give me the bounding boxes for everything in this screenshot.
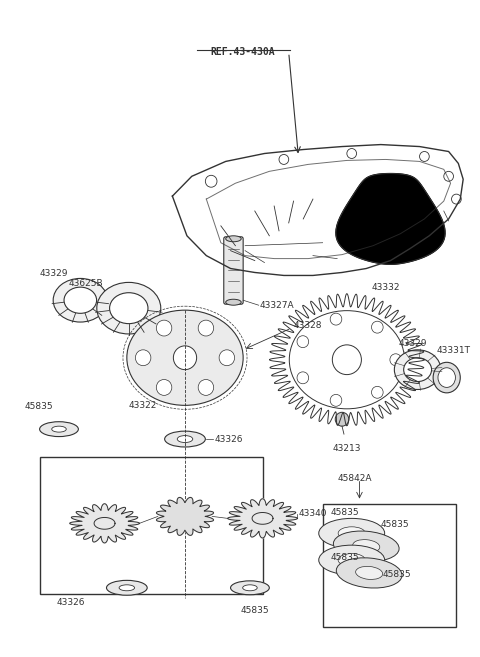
Ellipse shape xyxy=(226,236,241,242)
Ellipse shape xyxy=(433,362,460,393)
Circle shape xyxy=(198,380,214,396)
Text: 45835: 45835 xyxy=(330,509,359,518)
Polygon shape xyxy=(228,499,298,538)
Text: 45835: 45835 xyxy=(240,606,269,615)
Text: 43322: 43322 xyxy=(129,401,157,411)
Text: 43326: 43326 xyxy=(214,434,242,443)
Ellipse shape xyxy=(97,283,161,334)
Polygon shape xyxy=(336,173,445,264)
Text: 43625B: 43625B xyxy=(69,279,103,288)
Circle shape xyxy=(372,386,383,398)
Bar xyxy=(323,503,456,627)
Ellipse shape xyxy=(127,310,243,405)
Text: 43329: 43329 xyxy=(40,269,68,279)
Ellipse shape xyxy=(177,436,193,443)
Text: 45835: 45835 xyxy=(383,570,411,579)
Ellipse shape xyxy=(336,558,402,588)
Ellipse shape xyxy=(64,287,96,313)
Ellipse shape xyxy=(404,358,432,382)
Ellipse shape xyxy=(230,581,269,595)
Ellipse shape xyxy=(338,527,365,539)
Ellipse shape xyxy=(319,545,384,575)
Ellipse shape xyxy=(334,531,399,561)
Ellipse shape xyxy=(107,580,147,595)
Text: 43329: 43329 xyxy=(398,339,427,348)
Ellipse shape xyxy=(119,585,134,591)
Circle shape xyxy=(198,320,214,336)
Text: 45842A: 45842A xyxy=(337,474,372,483)
Ellipse shape xyxy=(243,585,257,591)
Text: 43328: 43328 xyxy=(294,321,322,330)
Circle shape xyxy=(156,320,172,336)
Circle shape xyxy=(332,345,361,374)
Ellipse shape xyxy=(356,566,383,579)
Text: 43326: 43326 xyxy=(56,598,84,606)
Ellipse shape xyxy=(226,299,241,306)
Ellipse shape xyxy=(52,426,66,432)
Circle shape xyxy=(390,353,402,366)
Circle shape xyxy=(297,372,309,384)
Polygon shape xyxy=(156,497,214,535)
Circle shape xyxy=(335,413,349,426)
Ellipse shape xyxy=(165,431,205,447)
Text: REF.43-430A: REF.43-430A xyxy=(211,47,276,57)
Ellipse shape xyxy=(353,539,380,553)
Circle shape xyxy=(330,313,342,325)
Text: 43332: 43332 xyxy=(371,283,399,292)
Ellipse shape xyxy=(319,518,384,548)
Text: 43213: 43213 xyxy=(332,444,361,453)
Circle shape xyxy=(173,346,197,370)
Bar xyxy=(40,457,263,594)
Ellipse shape xyxy=(438,368,456,388)
Text: 45835: 45835 xyxy=(24,402,53,411)
Text: 43327A: 43327A xyxy=(260,301,294,309)
Text: 45835: 45835 xyxy=(330,553,359,562)
Ellipse shape xyxy=(109,293,148,324)
Polygon shape xyxy=(70,504,140,543)
Text: 43331T: 43331T xyxy=(437,346,471,355)
Circle shape xyxy=(297,336,309,348)
Ellipse shape xyxy=(395,350,441,390)
Circle shape xyxy=(135,350,151,366)
Ellipse shape xyxy=(338,554,365,566)
Ellipse shape xyxy=(40,422,78,437)
Circle shape xyxy=(372,321,383,333)
Ellipse shape xyxy=(289,311,405,409)
Circle shape xyxy=(330,394,342,406)
Circle shape xyxy=(219,350,235,366)
Ellipse shape xyxy=(53,279,108,322)
Circle shape xyxy=(156,380,172,396)
Text: 43340: 43340 xyxy=(299,509,327,518)
FancyBboxPatch shape xyxy=(224,237,243,304)
Text: 45835: 45835 xyxy=(381,520,409,530)
